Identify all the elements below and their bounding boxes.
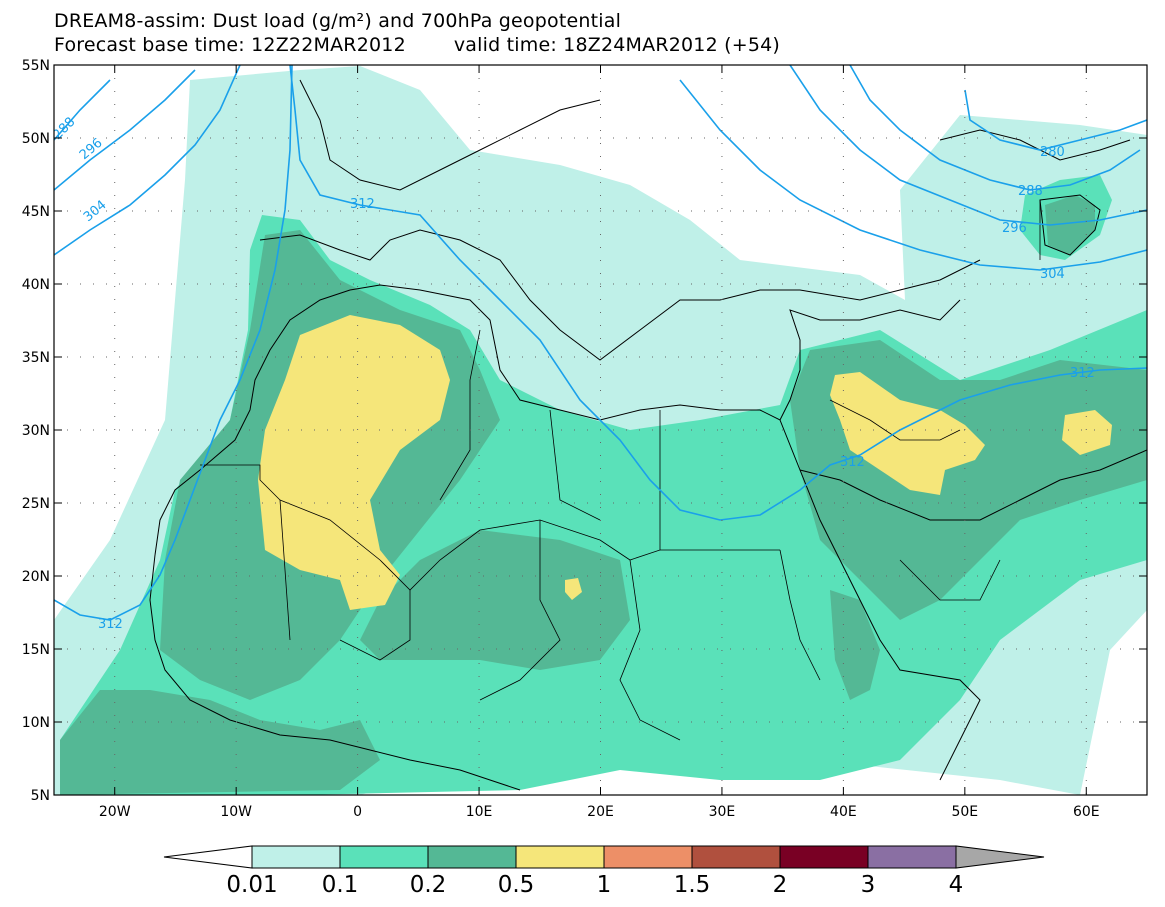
colorbar-swatch [867, 845, 957, 869]
lat-label: 20N [22, 569, 50, 585]
lon-label: 60E [1073, 804, 1100, 820]
lat-label: 50N [22, 131, 50, 147]
valid-time: valid time: 18Z24MAR2012 (+54) [453, 34, 781, 56]
colorbar-swatch [251, 845, 341, 869]
lat-label: 25N [22, 496, 50, 512]
colorbar-label: 2 [773, 872, 788, 898]
contour-label-296-east: 296 [1002, 221, 1027, 236]
lon-label: 0 [353, 804, 362, 820]
lon-label: 50E [951, 804, 978, 820]
lat-label: 45N [22, 204, 50, 220]
colorbar-over-arrow [955, 845, 1045, 869]
lat-label: 15N [22, 642, 50, 658]
country-borders [200, 200, 1041, 741]
colorbar-under-arrow [163, 845, 253, 869]
contour-label-304-east: 304 [1040, 267, 1065, 282]
contour-label-312-europe: 312 [350, 197, 375, 212]
latitude-labels: 55N 50N 45N 40N 35N 30N 25N 20N 15N 10N 5N [22, 58, 50, 804]
colorbar-label: 1 [597, 872, 612, 898]
map-subtitle: Forecast base time: 12Z22MAR2012 valid ti… [54, 34, 780, 56]
contour-label-280: 280 [1040, 145, 1065, 160]
base-time: Forecast base time: 12Z22MAR2012 [54, 34, 406, 56]
dust-area-0.5-atlas [258, 315, 450, 610]
dust-area-0.2-guinea [60, 690, 380, 795]
map-plot-area: 288 296 304 312 312 312 312 280 288 296 … [54, 65, 1147, 795]
lon-label: 20E [587, 804, 614, 820]
colorbar-label: 4 [949, 872, 964, 898]
lat-label: 10N [22, 715, 50, 731]
colorbar-label: 3 [861, 872, 876, 898]
colorbar-label: 0.5 [498, 872, 535, 898]
colorbar-swatch [515, 845, 605, 869]
lat-label: 30N [22, 423, 50, 439]
contour-label-312-egypt: 312 [840, 455, 865, 470]
lon-label: 10W [220, 804, 252, 820]
colorbar-label: 0.01 [226, 872, 277, 898]
longitude-labels: 20W 10W 0 10E 20E 30E 40E 50E 60E [99, 804, 1100, 820]
colorbar-swatch [691, 845, 781, 869]
lat-label: 55N [22, 58, 50, 74]
colorbar: 0.01 0.1 0.2 0.5 1 1.5 2 3 4 [163, 845, 1045, 898]
lon-label: 30E [709, 804, 736, 820]
lon-label: 20W [99, 804, 131, 820]
dust-area-0.2-sahel [360, 530, 630, 670]
lon-label: 10E [466, 804, 493, 820]
colorbar-swatch [603, 845, 693, 869]
map-title-line1: DREAM8-assim: Dust load (g/m²) and 700hP… [54, 10, 622, 32]
colorbar-swatch [779, 845, 869, 869]
dust-area-0.2-horn [830, 590, 880, 700]
contour-label-312-iran: 312 [1070, 366, 1095, 381]
lat-label: 35N [22, 350, 50, 366]
colorbar-swatch [427, 845, 517, 869]
lon-label: 40E [830, 804, 857, 820]
axis-ticks [54, 64, 1147, 796]
dust-area-0.5-chad [565, 578, 582, 600]
contour-label-312-atlantic: 312 [98, 617, 123, 632]
colorbar-label: 1.5 [674, 872, 711, 898]
lat-label: 40N [22, 277, 50, 293]
dust-area-0.2-caspian [1045, 195, 1095, 255]
coastlines [149, 79, 1147, 791]
lat-label: 5N [31, 788, 50, 804]
graticule [54, 65, 1147, 795]
colorbar-label: 0.1 [322, 872, 359, 898]
colorbar-swatch [339, 845, 429, 869]
dust-area-0.5-iraq [830, 372, 985, 495]
geopotential-contours [54, 65, 1147, 621]
dust-area-0.5-iran [1062, 410, 1112, 455]
colorbar-label: 0.2 [410, 872, 447, 898]
contour-label-288-east: 288 [1018, 184, 1043, 199]
